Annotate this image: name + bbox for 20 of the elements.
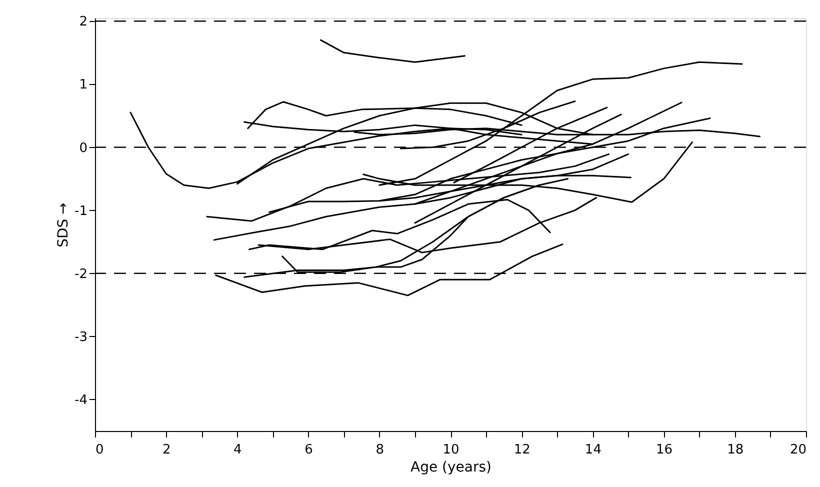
y-tick-label: -1	[74, 204, 88, 219]
x-tick-label: 20	[790, 442, 806, 458]
x-axis-title: Age (years)	[410, 460, 492, 476]
y-tick-label: -2	[74, 266, 88, 282]
x-tick-label: 14	[584, 442, 602, 458]
x-tick-label: 16	[656, 442, 673, 458]
y-tick-label: 0	[79, 140, 88, 156]
y-tick-label: -3	[74, 330, 88, 345]
x-tick-label: 0	[96, 442, 104, 458]
x-tick-label: 12	[514, 442, 530, 458]
y-axis-title: SDS →	[56, 202, 72, 248]
x-tick-label: 18	[727, 442, 744, 458]
x-tick-label: 8	[376, 442, 384, 458]
y-tick-label: -4	[74, 392, 88, 408]
y-tick-label: 1	[79, 78, 88, 93]
y-tick-label: 2	[79, 14, 88, 30]
x-tick-label: 4	[234, 442, 242, 458]
x-tick-label: 2	[162, 442, 171, 458]
x-tick-label: 10	[442, 442, 460, 458]
x-tick-label: 6	[304, 442, 313, 458]
